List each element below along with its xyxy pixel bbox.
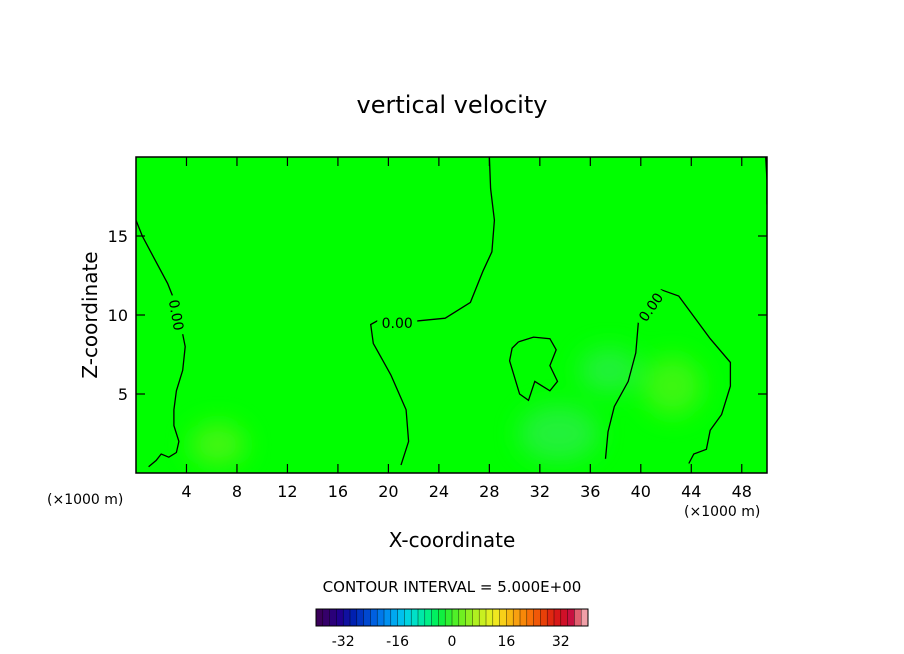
x-tick-label: 20 — [378, 482, 398, 501]
x-tick-label: 24 — [429, 482, 449, 501]
colorbar-swatch — [458, 609, 466, 626]
colorbar-swatch — [567, 609, 575, 626]
colorbar-swatch — [492, 609, 500, 626]
colorbar-swatch — [465, 609, 473, 626]
contour-label: 0.00 — [165, 298, 186, 331]
colorbar-swatch — [370, 609, 378, 626]
colorbar-swatch — [390, 609, 398, 626]
colorbar-swatch — [533, 609, 541, 626]
y-axis: 5 10 15 — [108, 227, 767, 404]
colorbar-swatch — [486, 609, 494, 626]
colorbar-swatch — [438, 609, 446, 626]
x-tick-label: 36 — [580, 482, 600, 501]
colorbar: -32 -16 0 16 32 — [315, 608, 589, 650]
colorbar-tick-label: 32 — [552, 634, 570, 650]
colorbar-swatch — [377, 609, 385, 626]
colorbar-swatch — [499, 609, 507, 626]
chart-title: vertical velocity — [357, 91, 548, 119]
colorbar-swatch — [316, 609, 324, 626]
contour-line — [508, 336, 559, 402]
contour-interval-text: CONTOUR INTERVAL = 5.000E+00 — [323, 578, 582, 596]
colorbar-swatch — [397, 609, 405, 626]
colorbar-tick-label: 16 — [497, 634, 515, 650]
colorbar-swatch — [411, 609, 419, 626]
contour-line — [604, 288, 732, 464]
colorbar-swatch — [547, 609, 555, 626]
x-unit-note-right: (×1000 m) — [684, 504, 760, 520]
colorbar-swatch — [472, 609, 480, 626]
y-tick-label: 10 — [108, 306, 128, 325]
colorbar-swatch — [363, 609, 371, 626]
colorbar-swatch — [336, 609, 344, 626]
colorbar-swatch — [540, 609, 548, 626]
x-tick-label: 44 — [681, 482, 701, 501]
contour-label-bg — [632, 285, 669, 328]
x-tick-label: 48 — [732, 482, 752, 501]
x-tick-label: 40 — [631, 482, 651, 501]
colorbar-swatch — [356, 609, 364, 626]
x-tick-label: 4 — [181, 482, 191, 501]
field-shading — [190, 348, 703, 467]
colorbar-swatch — [431, 609, 439, 626]
colorbar-swatch — [520, 609, 528, 626]
x-tick-label: 32 — [530, 482, 550, 501]
colorbar-swatch — [445, 609, 453, 626]
x-axis: 4 8 12 16 20 24 28 32 36 40 44 48 — [181, 157, 752, 501]
y-axis-label: Z-coordinate — [78, 251, 102, 378]
colorbar-swatch — [574, 609, 582, 626]
colorbar-tick-label: -32 — [332, 634, 355, 650]
colorbar-swatch — [479, 609, 487, 626]
colorbar-swatch — [329, 609, 337, 626]
colorbar-swatch — [350, 609, 358, 626]
x-tick-label: 12 — [277, 482, 297, 501]
colorbar-swatch — [506, 609, 514, 626]
colorbar-swatch — [404, 609, 412, 626]
y-tick-label: 5 — [118, 385, 128, 404]
plot-area: 0.00 0.00 0.00 — [135, 156, 768, 474]
colorbar-swatch — [418, 609, 426, 626]
colorbar-swatch — [513, 609, 521, 626]
shade-patch — [579, 348, 640, 393]
colorbar-swatch — [343, 609, 351, 626]
contour-line — [136, 219, 186, 468]
colorbar-swatch — [322, 609, 330, 626]
shade-patch — [518, 405, 599, 462]
colorbar-swatch — [452, 609, 460, 626]
contour-label-bg — [166, 293, 189, 336]
colorbar-tick-label: -16 — [386, 634, 409, 650]
y-tick-label: 15 — [108, 227, 128, 246]
x-tick-label: 28 — [479, 482, 499, 501]
shade-patch — [642, 356, 703, 417]
colorbar-swatch — [384, 609, 392, 626]
colorbar-swatch — [424, 609, 432, 626]
colorbar-swatch — [554, 609, 562, 626]
colorbar-frame — [315, 608, 589, 627]
contour-label-bg — [377, 313, 418, 330]
shade-patch — [190, 422, 247, 467]
x-unit-note-left: (×1000 m) — [47, 492, 123, 508]
x-tick-label: 8 — [232, 482, 242, 501]
contour-line — [765, 157, 767, 205]
x-axis-label: X-coordinate — [389, 528, 516, 552]
colorbar-tick-label: 0 — [448, 634, 457, 650]
colorbar-swatch — [526, 609, 534, 626]
colorbar-swatch — [581, 609, 589, 626]
x-tick-label: 16 — [328, 482, 348, 501]
colorbar-swatch — [560, 609, 568, 626]
contour-label: 0.00 — [382, 316, 413, 332]
